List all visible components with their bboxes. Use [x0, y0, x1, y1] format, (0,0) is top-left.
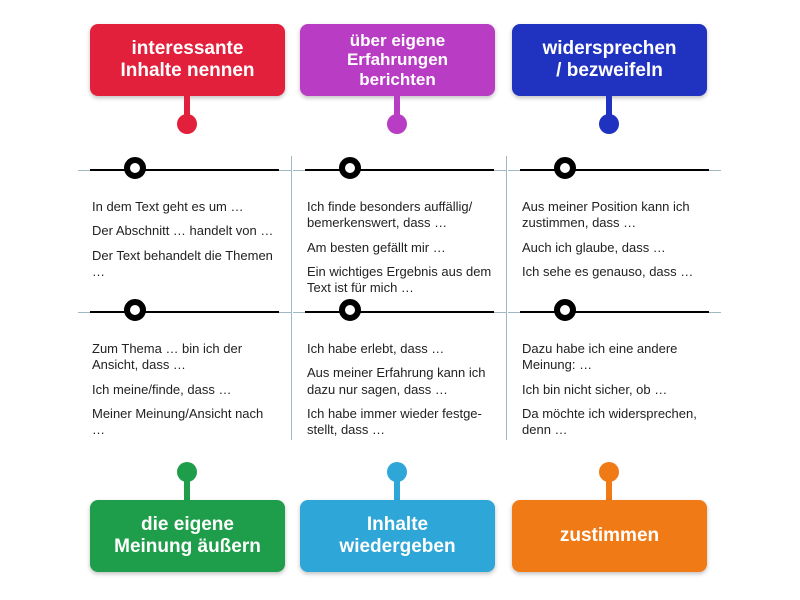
phrase: Ich bin nicht sicher, ob … — [522, 382, 707, 398]
cell-r2c1: Zum Thema … bin ich der Ansicht, dass … … — [78, 312, 291, 440]
card-zustimmen[interactable]: zustimmen — [512, 500, 707, 572]
phrase: Aus meiner Position kann ich zustimmen, … — [522, 199, 707, 232]
connector-zustimmen — [606, 472, 612, 500]
phrase: Der Abschnitt … handelt von … — [92, 223, 277, 239]
card-label: Inhaltewiedergeben — [339, 514, 455, 558]
card-label: über eigeneErfahrungenberichten — [347, 31, 448, 90]
grid-vline-2 — [506, 156, 507, 440]
grid-vline-1 — [291, 156, 292, 440]
phrase: Ein wichtiges Ergebnis aus dem Text ist … — [307, 264, 492, 297]
phrase: Ich sehe es genauso, dass … — [522, 264, 707, 280]
cell-r1c2: Ich finde besonders auffällig/ bemerkens… — [293, 170, 506, 298]
connector-wiedergeben — [394, 472, 400, 500]
phrase: Meiner Meinung/Ansicht nach … — [92, 406, 277, 439]
phrase: Der Text behandelt die Themen … — [92, 248, 277, 281]
phrase: Ich habe erlebt, dass … — [307, 341, 492, 357]
phrase: Ich finde besonders auffällig/ bemerkens… — [307, 199, 492, 232]
ring-icon — [554, 157, 576, 179]
phrase: Aus meiner Erfahrung kann ich dazu nur s… — [307, 365, 492, 398]
connector-meinung — [184, 472, 190, 500]
phrase: Am besten gefällt mir … — [307, 240, 492, 256]
card-label: interessanteInhalte nennen — [120, 38, 254, 82]
card-widersprechen[interactable]: widersprechen/ bezweifeln — [512, 24, 707, 96]
connector-erfahrungen — [394, 96, 400, 124]
ring-icon — [124, 299, 146, 321]
cell-r2c3: Dazu habe ich eine andere Meinung: … Ich… — [508, 312, 721, 440]
ring-icon — [339, 157, 361, 179]
phrase: Dazu habe ich eine andere Meinung: … — [522, 341, 707, 374]
card-wiedergeben[interactable]: Inhaltewiedergeben — [300, 500, 495, 572]
phrase: Ich habe immer wieder festge-stellt, das… — [307, 406, 492, 439]
ring-icon — [339, 299, 361, 321]
cell-r2c2: Ich habe erlebt, dass … Aus meiner Erfah… — [293, 312, 506, 440]
phrase: Ich meine/finde, dass … — [92, 382, 277, 398]
card-erfahrungen[interactable]: über eigeneErfahrungenberichten — [300, 24, 495, 96]
ring-icon — [124, 157, 146, 179]
ring-icon — [554, 299, 576, 321]
cell-r1c3: Aus meiner Position kann ich zustimmen, … — [508, 170, 721, 298]
phrase: Zum Thema … bin ich der Ansicht, dass … — [92, 341, 277, 374]
connector-interessante — [184, 96, 190, 124]
phrase: Auch ich glaube, dass … — [522, 240, 707, 256]
card-meinung[interactable]: die eigeneMeinung äußern — [90, 500, 285, 572]
card-label: zustimmen — [560, 525, 659, 547]
phrase: In dem Text geht es um … — [92, 199, 277, 215]
card-label: widersprechen/ bezweifeln — [542, 38, 676, 82]
card-interessante[interactable]: interessanteInhalte nennen — [90, 24, 285, 96]
phrase: Da möchte ich widersprechen, denn … — [522, 406, 707, 439]
connector-widersprechen — [606, 96, 612, 124]
cell-r1c1: In dem Text geht es um … Der Abschnitt …… — [78, 170, 291, 298]
card-label: die eigeneMeinung äußern — [114, 514, 261, 558]
